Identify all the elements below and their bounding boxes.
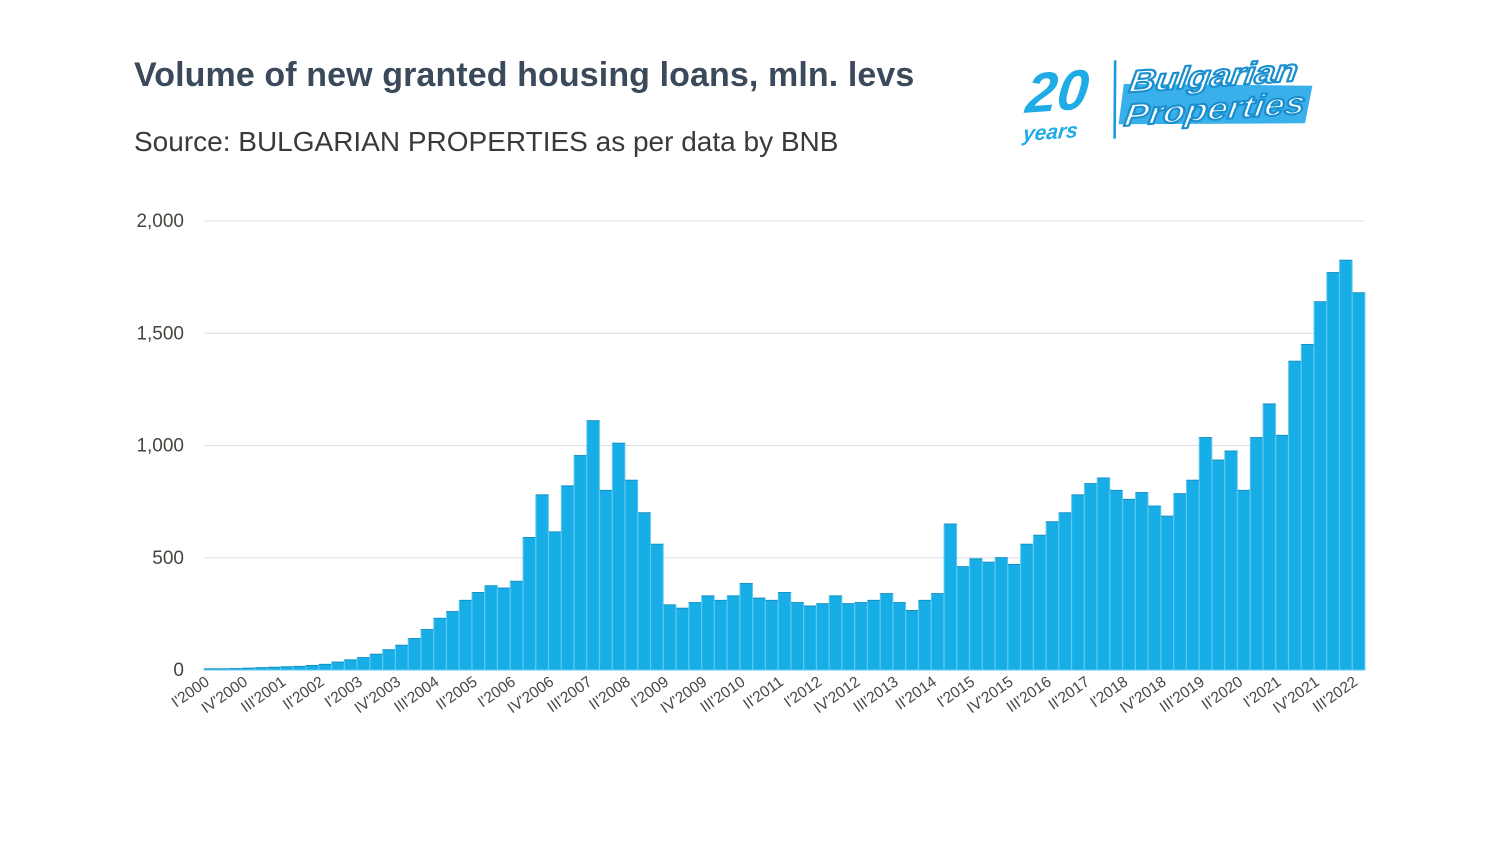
svg-text:III'2019: III'2019 <box>1157 673 1208 716</box>
svg-text:2,000: 2,000 <box>136 211 184 232</box>
svg-text:II'2017: II'2017 <box>1046 673 1093 713</box>
svg-text:500: 500 <box>152 548 184 569</box>
svg-text:II'2005: II'2005 <box>433 673 480 713</box>
svg-text:III'2016: III'2016 <box>1004 673 1055 716</box>
svg-text:0: 0 <box>173 660 184 681</box>
svg-text:II'2020: II'2020 <box>1199 673 1247 714</box>
svg-text:III'2004: III'2004 <box>391 673 442 716</box>
svg-text:III'2010: III'2010 <box>698 673 749 716</box>
svg-text:III'2001: III'2001 <box>238 673 289 716</box>
svg-text:1,500: 1,500 <box>136 323 184 344</box>
svg-text:II'2008: II'2008 <box>586 673 633 713</box>
svg-text:III'2013: III'2013 <box>851 673 902 716</box>
svg-text:II'2014: II'2014 <box>892 673 940 714</box>
svg-text:1,000: 1,000 <box>136 436 184 457</box>
svg-text:III'2022: III'2022 <box>1310 673 1361 716</box>
svg-text:III'2007: III'2007 <box>544 673 595 716</box>
svg-text:II'2011: II'2011 <box>740 673 787 713</box>
svg-text:II'2002: II'2002 <box>280 673 327 713</box>
